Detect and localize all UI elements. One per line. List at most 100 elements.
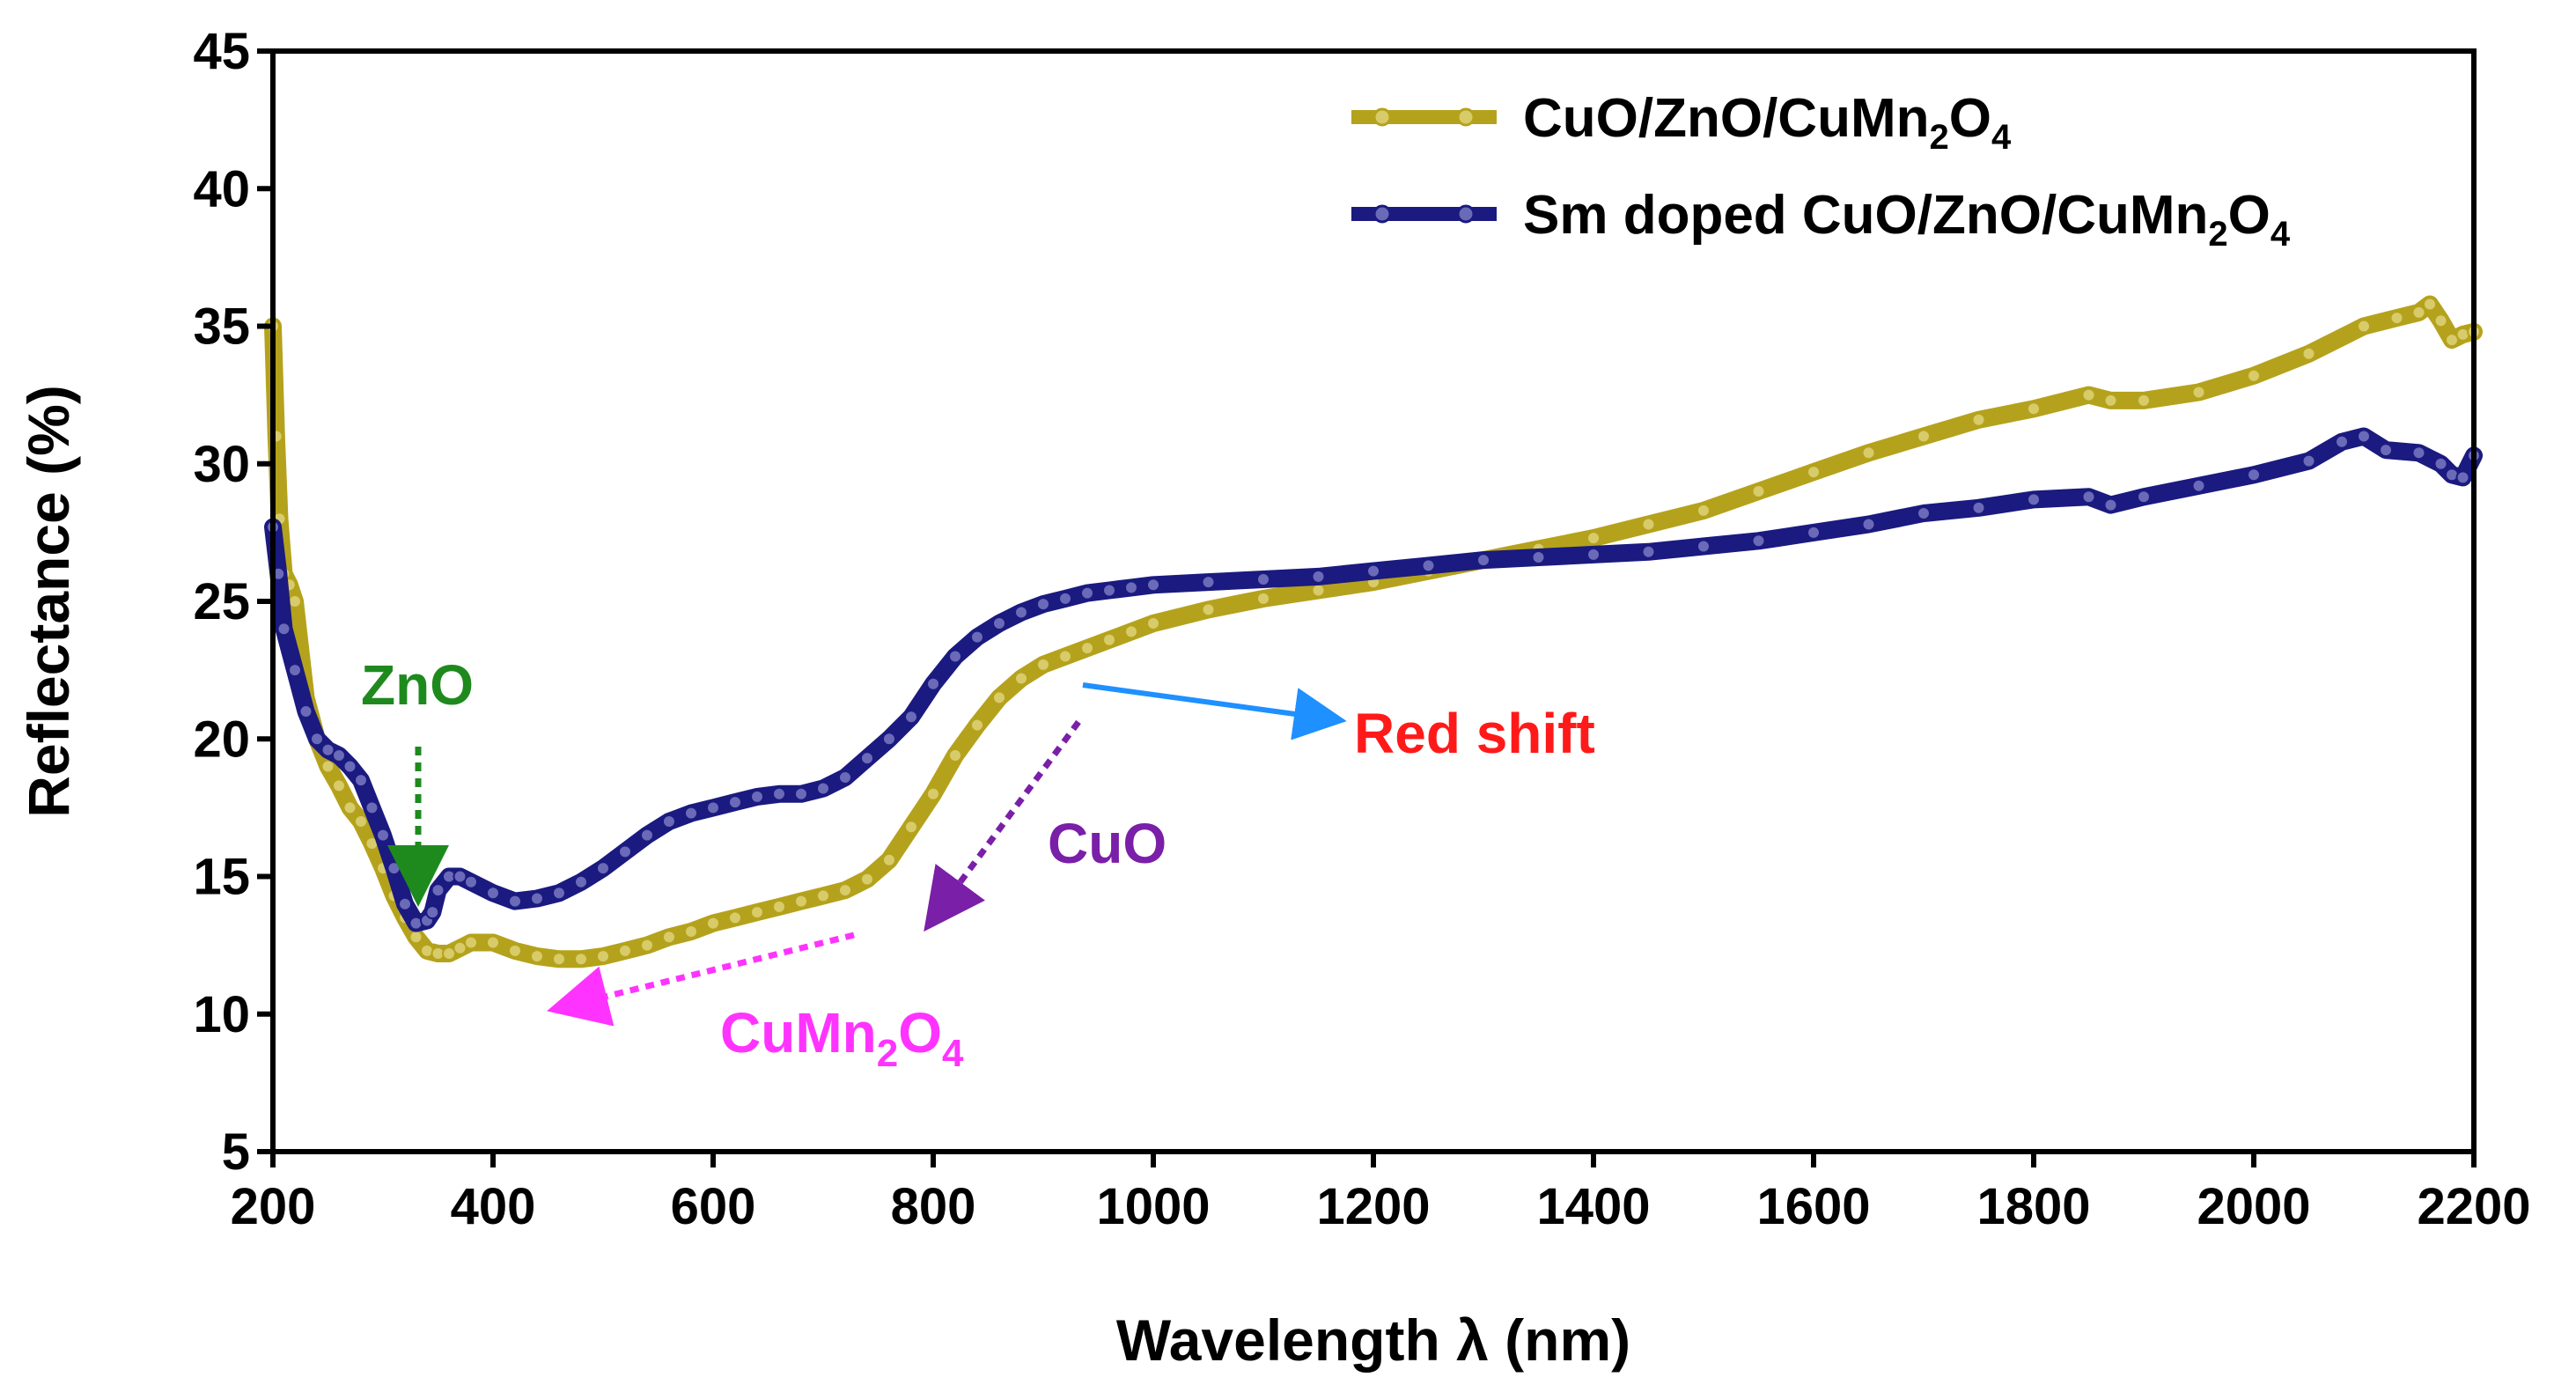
data-point: [2357, 319, 2371, 334]
data-point: [552, 886, 566, 901]
data-point: [772, 899, 786, 914]
data-point: [1807, 465, 1821, 480]
data-point: [618, 943, 632, 958]
data-point: [1421, 558, 1436, 573]
data-point: [1641, 517, 1656, 532]
data-point: [992, 690, 1006, 705]
data-point: [750, 905, 764, 920]
data-point: [530, 949, 544, 964]
y-tick-label: 10: [193, 986, 250, 1043]
data-point: [354, 773, 368, 788]
data-point: [1014, 605, 1028, 620]
data-point: [2191, 478, 2206, 493]
data-point: [1311, 569, 1326, 584]
data-point: [574, 874, 588, 889]
x-tick-label: 600: [671, 1178, 756, 1235]
data-point: [728, 795, 742, 810]
data-point: [816, 781, 830, 796]
x-tick-label: 1600: [1756, 1178, 1870, 1235]
data-point: [948, 649, 962, 664]
legend-marker-2a: [1373, 204, 1392, 224]
data-point: [1861, 517, 1876, 532]
data-point: [453, 869, 467, 884]
data-point: [816, 888, 830, 903]
data-point: [2445, 333, 2459, 348]
data-point: [2191, 385, 2206, 400]
data-point: [2081, 387, 2096, 402]
data-point: [1696, 539, 1711, 554]
y-tick-label: 5: [222, 1123, 250, 1181]
data-point: [508, 894, 522, 909]
data-point: [1476, 553, 1490, 568]
data-point: [288, 594, 302, 608]
data-point: [1201, 575, 1216, 590]
data-point: [298, 704, 313, 718]
data-point: [2247, 368, 2261, 383]
data-point: [640, 938, 654, 953]
data-point: [2137, 490, 2151, 505]
data-point: [1971, 500, 1986, 515]
annotation-cuo: CuO: [1048, 812, 1167, 875]
legend-marker-2b: [1456, 204, 1476, 224]
legend-marker-1b: [1456, 107, 1476, 127]
data-point: [1080, 586, 1094, 600]
y-axis: 5 10 15 20 25 30 35 40 45: [193, 23, 273, 1181]
data-point: [2379, 443, 2393, 458]
cumn2o4-arrow: [547, 932, 855, 1027]
x-tick-label: 800: [891, 1178, 976, 1235]
data-point: [2027, 401, 2041, 416]
data-point: [2411, 305, 2426, 320]
data-point: [794, 894, 808, 909]
data-point: [728, 910, 742, 925]
data-point: [838, 883, 852, 898]
data-point: [1366, 563, 1380, 578]
legend: CuO/ZnO/CuMn2O4 Sm doped CuO/ZnO/CuMn2O4: [1351, 88, 2291, 254]
data-point: [1311, 583, 1326, 598]
data-point: [1201, 602, 1216, 617]
data-point: [1917, 506, 1931, 520]
data-point: [320, 759, 335, 774]
data-point: [662, 930, 676, 945]
data-point: [530, 891, 544, 906]
data-point: [1751, 534, 1766, 549]
series-line-2: [264, 427, 2483, 932]
data-point: [2357, 429, 2371, 444]
data-point: [1531, 550, 1546, 564]
data-point: [310, 732, 324, 747]
red-shift-arrow: [1082, 682, 1347, 740]
data-point: [1146, 578, 1160, 593]
data-point: [1861, 446, 1876, 460]
data-point: [904, 710, 918, 725]
annotation-cumn2o4: CuMn2O4: [720, 1001, 964, 1075]
data-point: [1751, 484, 1766, 498]
data-point: [684, 924, 698, 939]
data-point: [1256, 572, 1270, 586]
data-point: [2081, 490, 2096, 505]
data-point: [342, 759, 357, 774]
data-point: [342, 800, 357, 815]
data-point: [2301, 453, 2316, 468]
y-tick-label: 45: [193, 23, 250, 80]
data-point: [1080, 641, 1094, 656]
y-tick-label: 30: [193, 436, 250, 493]
data-point: [860, 872, 874, 887]
x-tick-label: 400: [451, 1178, 536, 1235]
legend-label-2: Sm doped CuO/ZnO/CuMn2O4: [1523, 185, 2291, 254]
data-point: [486, 886, 500, 901]
data-point: [288, 663, 302, 678]
data-point: [464, 874, 478, 889]
data-point: [992, 616, 1006, 630]
y-tick-label: 15: [193, 849, 250, 906]
data-point: [926, 676, 940, 691]
legend-label-1: CuO/ZnO/CuMn2O4: [1523, 88, 2012, 157]
data-point: [320, 742, 335, 757]
data-point: [1641, 544, 1656, 559]
x-axis-title: Wavelength λ (nm): [1116, 1307, 1630, 1373]
data-point: [2433, 313, 2448, 328]
data-point: [640, 828, 654, 843]
data-point: [508, 943, 522, 958]
data-point: [354, 814, 368, 829]
data-point: [794, 786, 808, 801]
data-point: [376, 828, 390, 843]
data-point: [431, 883, 445, 898]
